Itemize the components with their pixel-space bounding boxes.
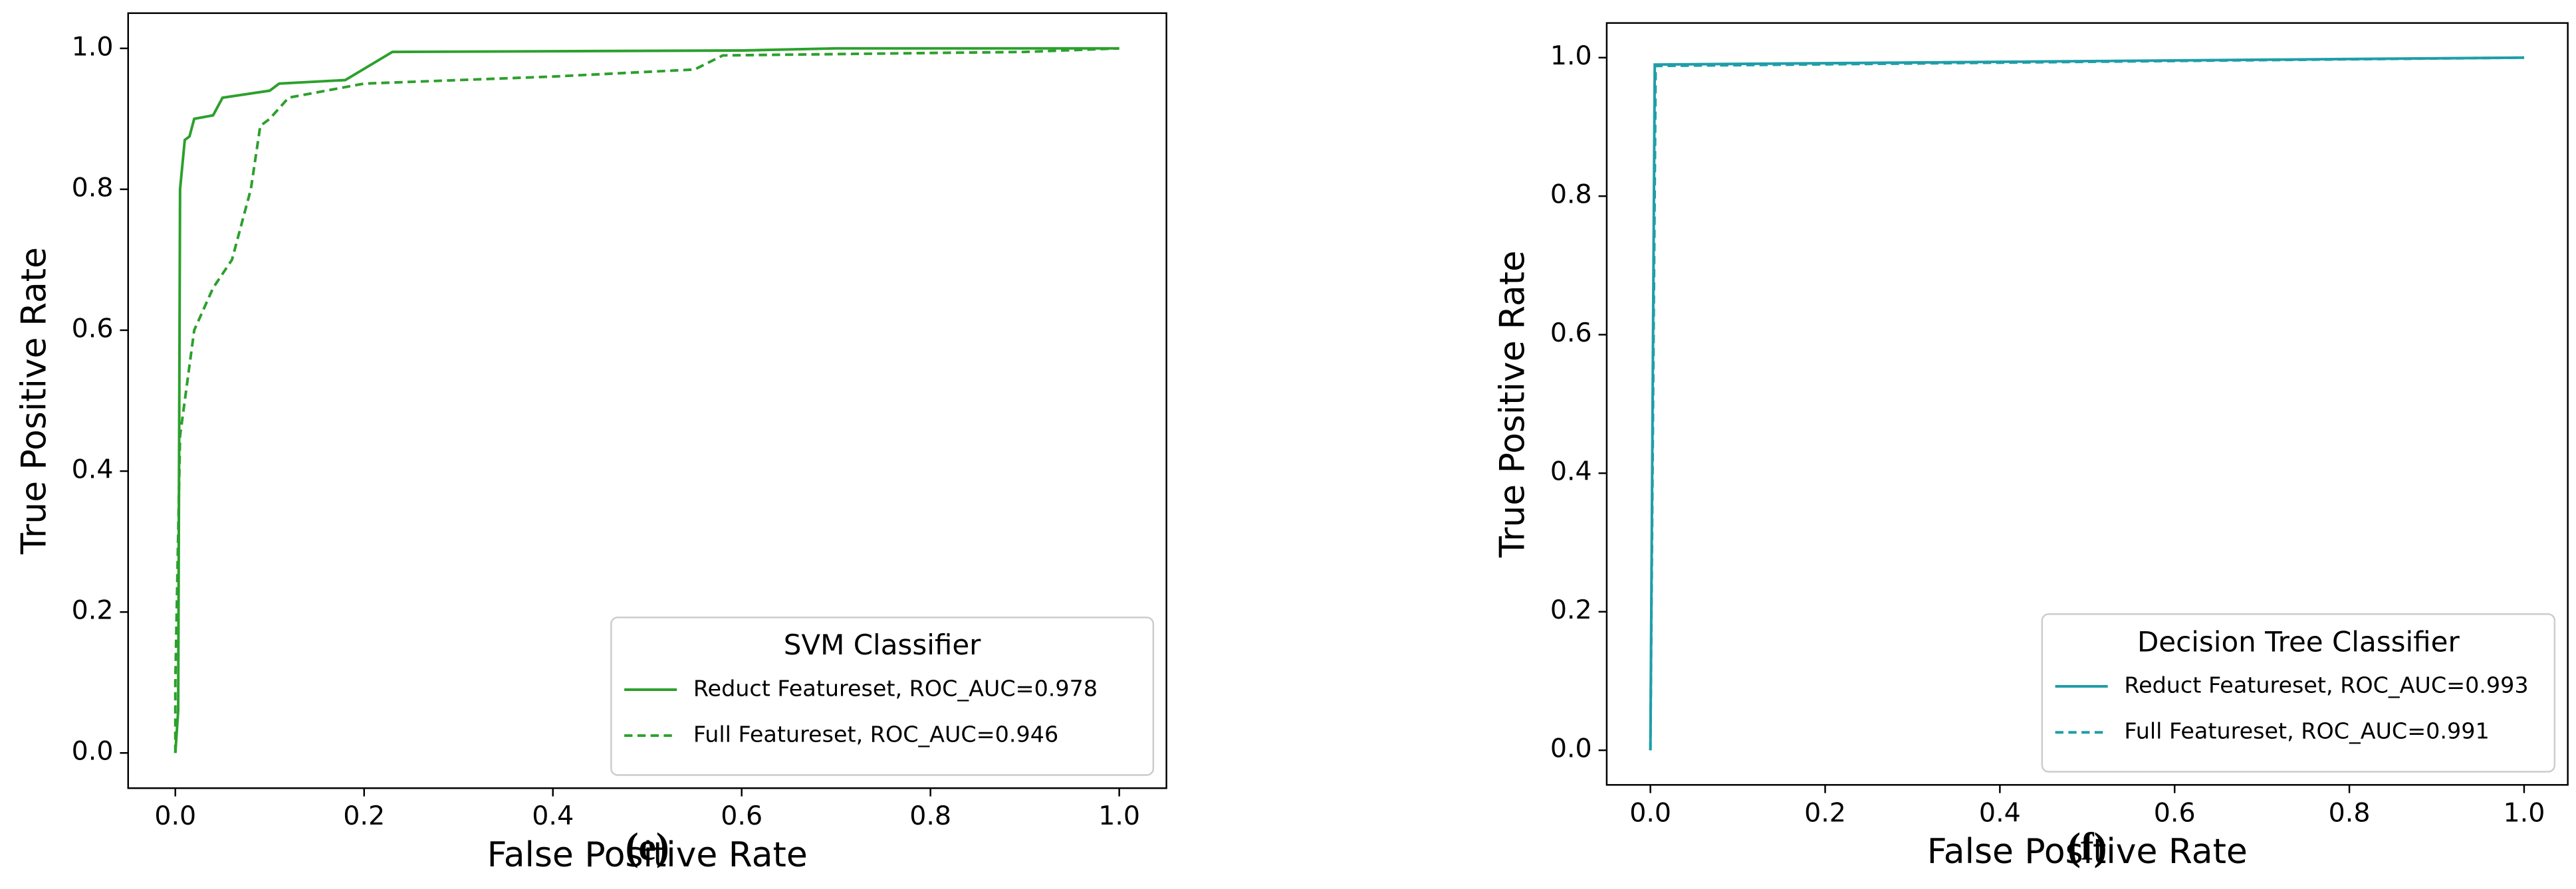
y-tick-label: 0.8 [72, 172, 114, 203]
legend-label: Full Featureset, ROC_AUC=0.991 [2124, 718, 2489, 744]
x-tick-label: 0.8 [2329, 797, 2371, 828]
y-axis-label: True Positive Rate [14, 247, 54, 555]
caption: (e) [626, 825, 669, 868]
x-tick-label: 0.0 [1629, 797, 1671, 828]
y-axis-label: True Positive Rate [1493, 250, 1533, 558]
y-tick-label: 0.6 [1550, 318, 1592, 348]
x-tick-label: 0.4 [1979, 797, 2021, 828]
x-tick-label: 0.2 [1804, 797, 1846, 828]
legend-title: Decision Tree Classifier [2137, 625, 2460, 658]
legend-title: SVM Classifier [784, 629, 981, 661]
legend-label: Reduct Featureset, ROC_AUC=0.993 [2124, 672, 2528, 698]
plot-area [1605, 22, 2569, 786]
roc-curve [1649, 56, 2524, 751]
y-tick-label: 0.4 [72, 454, 114, 485]
y-tick-label: 0.0 [1550, 734, 1592, 764]
caption: (f) [2067, 825, 2107, 868]
x-tick-label: 1.0 [1098, 801, 1140, 831]
x-tick-label: 0.8 [909, 801, 951, 831]
legend-label: Full Featureset, ROC_AUC=0.946 [693, 722, 1058, 747]
roc-curve [174, 47, 1119, 753]
y-tick-label: 0.2 [72, 595, 114, 626]
x-axis-label: False Positive Rate [1927, 832, 2248, 872]
legend-box [610, 616, 1155, 776]
legend-label: Reduct Featureset, ROC_AUC=0.978 [693, 675, 1098, 701]
x-tick-label: 0.2 [343, 801, 385, 831]
x-tick-label: 0.0 [154, 801, 196, 831]
y-tick-label: 0.8 [1550, 179, 1592, 210]
roc-curve [174, 47, 1119, 753]
plot-area [127, 12, 1167, 789]
y-tick-label: 1.0 [1550, 41, 1592, 71]
y-tick-label: 0.2 [1550, 595, 1592, 625]
x-tick-label: 0.4 [532, 801, 574, 831]
legend-box [2041, 613, 2556, 773]
x-tick-label: 0.6 [721, 801, 762, 831]
y-tick-label: 0.4 [1550, 456, 1592, 487]
x-tick-label: 0.6 [2154, 797, 2196, 828]
x-tick-label: 1.0 [2503, 797, 2545, 828]
y-tick-label: 0.0 [72, 736, 114, 767]
y-tick-label: 1.0 [72, 31, 114, 62]
y-tick-label: 0.6 [72, 313, 114, 344]
x-axis-label: False Positive Rate [487, 835, 808, 875]
